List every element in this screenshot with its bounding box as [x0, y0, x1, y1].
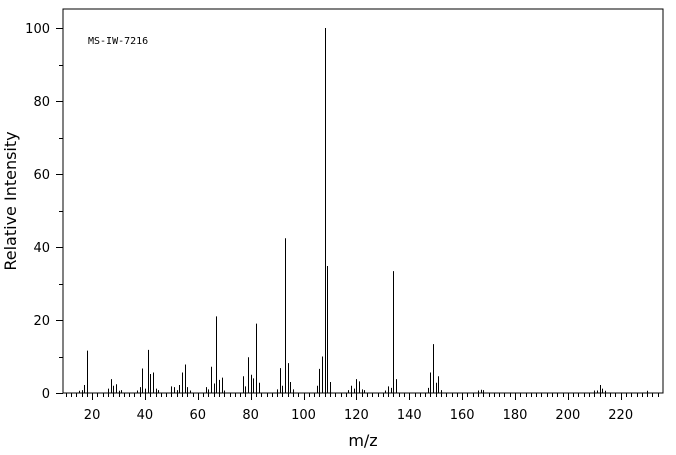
- x-tick-label: 60: [190, 408, 207, 423]
- x-tick-label: 220: [608, 408, 633, 423]
- y-tick-label: 80: [33, 95, 50, 110]
- y-axis-ticks: 0 20 40 60 80 100: [25, 22, 63, 402]
- y-tick-label: 40: [33, 241, 50, 256]
- x-tick-label: 140: [397, 408, 422, 423]
- x-axis-ticks: 20 40 60 80 100 120 140 160 180 200 220: [66, 393, 659, 423]
- x-tick-label: 20: [84, 408, 101, 423]
- plot-frame: [62, 8, 664, 394]
- y-tick-label: 100: [25, 22, 50, 37]
- x-tick-label: 180: [503, 408, 528, 423]
- y-tick-label: 60: [33, 168, 50, 183]
- peaks-layer: [79, 28, 648, 393]
- spectrum-id-annotation: MS-IW-7216: [88, 36, 148, 47]
- x-tick-label: 40: [137, 408, 154, 423]
- x-tick-label: 160: [450, 408, 475, 423]
- x-tick-label: 120: [344, 408, 369, 423]
- x-tick-label: 100: [291, 408, 316, 423]
- y-tick-label: 0: [42, 387, 50, 402]
- x-axis-title: m/z: [348, 431, 377, 450]
- y-tick-label: 20: [33, 314, 50, 329]
- y-axis-title: Relative Intensity: [1, 131, 20, 270]
- x-tick-label: 200: [555, 408, 580, 423]
- x-tick-label: 80: [242, 408, 259, 423]
